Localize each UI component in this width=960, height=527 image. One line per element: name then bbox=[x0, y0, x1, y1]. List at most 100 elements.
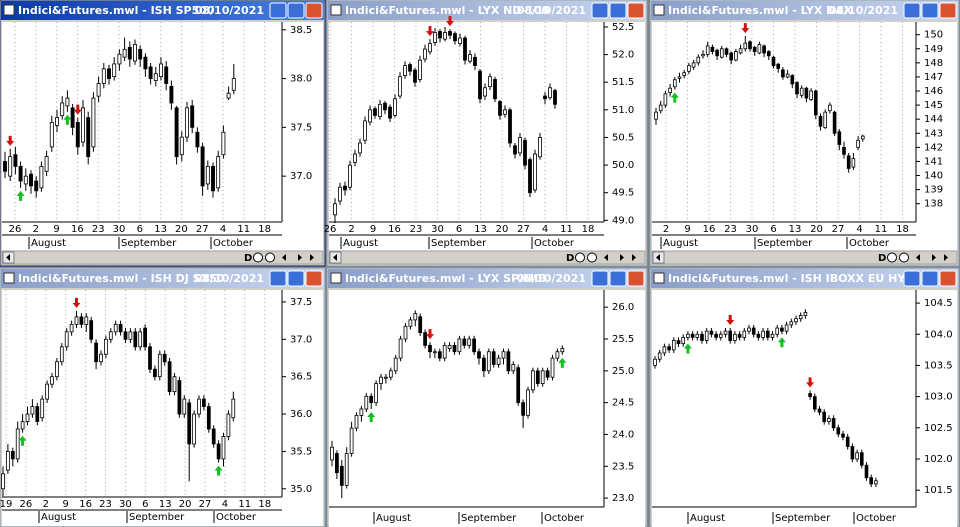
candle-body bbox=[353, 153, 357, 163]
x-tick-label: 16 bbox=[71, 224, 84, 235]
y-tick-label: 104.5 bbox=[924, 298, 953, 309]
close-button[interactable] bbox=[939, 270, 957, 287]
month-label: August bbox=[376, 513, 411, 524]
scroll-prev[interactable] bbox=[916, 254, 920, 261]
zoom-in[interactable] bbox=[587, 252, 597, 263]
month-label: October bbox=[213, 238, 254, 249]
minimize-button[interactable] bbox=[903, 2, 921, 19]
candle-body bbox=[545, 370, 550, 378]
candle-body bbox=[762, 45, 766, 54]
candle-body bbox=[113, 323, 118, 333]
month-label: August bbox=[41, 512, 76, 523]
x-tick-label: 26 bbox=[20, 499, 33, 510]
candle-body bbox=[333, 203, 337, 216]
candle-body bbox=[836, 427, 841, 435]
title-bar bbox=[328, 269, 646, 288]
x-tick-label: 2 bbox=[663, 224, 669, 235]
zoom-in[interactable] bbox=[899, 252, 909, 263]
scroll-prev[interactable] bbox=[604, 254, 608, 261]
candle-body bbox=[138, 331, 143, 348]
candle-body bbox=[818, 115, 823, 127]
month-label: September bbox=[121, 238, 177, 249]
candle-body bbox=[373, 108, 377, 116]
candle-body bbox=[841, 433, 845, 438]
candle-body bbox=[94, 342, 98, 363]
close-button[interactable] bbox=[627, 270, 645, 287]
candle-body bbox=[488, 76, 492, 88]
candle-body bbox=[690, 333, 695, 338]
scrollbar bbox=[651, 250, 958, 265]
candle-body bbox=[448, 30, 452, 36]
minimize-button[interactable] bbox=[269, 270, 287, 287]
candle-body bbox=[81, 107, 85, 143]
candle-body bbox=[458, 37, 462, 44]
close-button[interactable] bbox=[305, 270, 323, 287]
candle-body bbox=[715, 49, 719, 57]
candle-body bbox=[506, 351, 511, 372]
window-icon bbox=[3, 4, 15, 16]
zoom-in[interactable] bbox=[265, 252, 275, 263]
maximize-button[interactable] bbox=[609, 270, 627, 287]
candle-body bbox=[776, 63, 781, 69]
candle-body bbox=[775, 327, 780, 335]
candle-body bbox=[860, 135, 865, 140]
candle-body bbox=[6, 451, 10, 471]
candle-body bbox=[468, 54, 472, 62]
candle-body bbox=[705, 45, 710, 55]
candle-body bbox=[195, 131, 200, 148]
candle-body bbox=[167, 361, 172, 393]
scroll-end[interactable] bbox=[310, 254, 314, 261]
candle-body bbox=[122, 48, 127, 58]
candle-body bbox=[123, 331, 128, 340]
scroll-end[interactable] bbox=[632, 254, 636, 261]
y-tick-label: 142 bbox=[924, 142, 943, 153]
candle-body bbox=[133, 44, 137, 62]
candle-body bbox=[874, 480, 878, 485]
minimize-button[interactable] bbox=[591, 2, 609, 19]
candle-body bbox=[808, 393, 812, 398]
candle-body bbox=[653, 358, 657, 366]
candle-body bbox=[8, 156, 13, 177]
minimize-button[interactable] bbox=[903, 270, 921, 287]
close-button[interactable] bbox=[627, 2, 645, 19]
maximize-button[interactable] bbox=[287, 2, 305, 19]
candle-body bbox=[442, 344, 447, 359]
candle-body bbox=[202, 398, 206, 407]
candle-body bbox=[40, 398, 45, 419]
maximize-button[interactable] bbox=[921, 2, 939, 19]
candle-body bbox=[521, 402, 525, 416]
maximize-button[interactable] bbox=[609, 2, 627, 19]
candle-body bbox=[658, 104, 663, 112]
x-tick-label: 27 bbox=[199, 499, 212, 510]
zoom-out[interactable] bbox=[887, 252, 897, 263]
candle-body bbox=[704, 330, 709, 341]
candle-body bbox=[179, 136, 184, 156]
window-icon bbox=[330, 4, 342, 16]
candle-body bbox=[687, 65, 691, 72]
close-button[interactable] bbox=[939, 2, 957, 19]
window-date: 08/10/2021 bbox=[517, 4, 586, 17]
minimize-button[interactable] bbox=[269, 2, 287, 19]
scroll-next[interactable] bbox=[298, 254, 302, 261]
x-tick-label: 4 bbox=[222, 499, 228, 510]
maximize-button[interactable] bbox=[921, 270, 939, 287]
maximize-button[interactable] bbox=[287, 270, 305, 287]
candle-body bbox=[45, 383, 49, 400]
candle-body bbox=[790, 75, 795, 85]
buy-arrow bbox=[16, 190, 25, 201]
zoom-out[interactable] bbox=[253, 252, 263, 263]
minimize-button[interactable] bbox=[591, 270, 609, 287]
scroll-next[interactable] bbox=[620, 254, 624, 261]
candle-body bbox=[79, 316, 84, 325]
window-icon bbox=[653, 272, 665, 284]
candle-body bbox=[817, 408, 822, 413]
candle-body bbox=[69, 323, 74, 333]
zoom-out[interactable] bbox=[575, 252, 585, 263]
scroll-prev[interactable] bbox=[282, 254, 286, 261]
scroll-end[interactable] bbox=[944, 254, 948, 261]
close-button[interactable] bbox=[305, 2, 323, 19]
candle-body bbox=[197, 398, 201, 415]
scroll-next[interactable] bbox=[932, 254, 936, 261]
title-bar bbox=[1, 1, 324, 20]
candle-body bbox=[393, 98, 397, 116]
